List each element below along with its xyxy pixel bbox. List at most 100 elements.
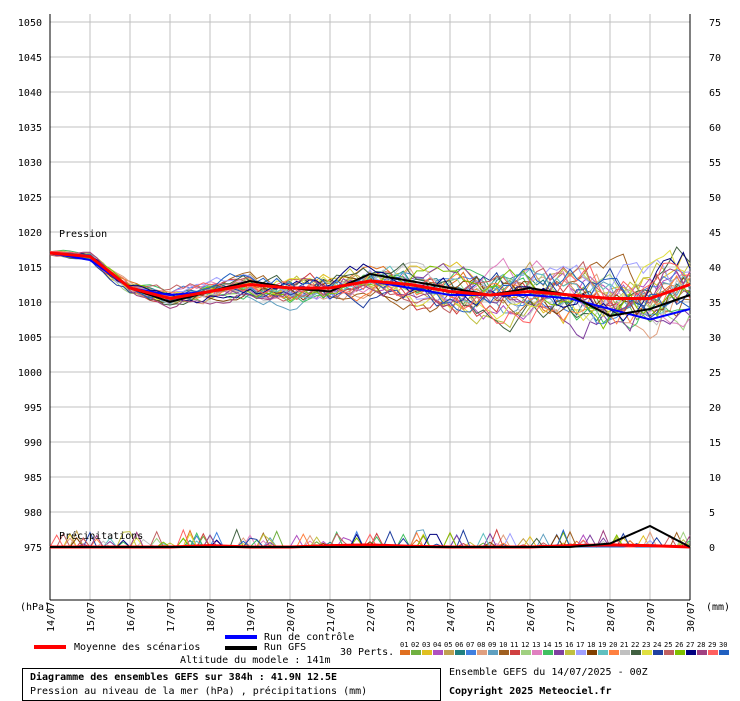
series-line	[49, 251, 691, 301]
pert-color-swatch	[521, 650, 531, 655]
precip-tick-label: 35	[709, 298, 721, 309]
right-unit-label: (mm)	[706, 602, 731, 613]
series-line	[49, 252, 691, 318]
x-tick-label: 23/07	[406, 602, 417, 632]
pert-number-label: 19	[598, 641, 607, 649]
perts-legend-label: 30 Perts.	[340, 647, 395, 658]
pressure-tick-label: 1000	[18, 368, 42, 379]
pert-number-label: 08	[477, 641, 486, 649]
pert-color-swatch	[411, 650, 421, 655]
pert-number-label: 12	[521, 641, 530, 649]
pressure-tick-label: 995	[24, 403, 42, 414]
pert-number-label: 26	[675, 641, 684, 649]
x-tick-label: 30/07	[686, 602, 697, 632]
x-tick-label: 26/07	[526, 602, 537, 632]
precip-tick-label: 20	[709, 403, 721, 414]
mean-legend-swatch	[34, 645, 66, 649]
pressure-label: Pression	[59, 229, 108, 240]
pert-number-label: 17	[576, 641, 585, 649]
pert-number-label: 04	[433, 641, 442, 649]
pert-color-swatch	[554, 650, 564, 655]
pressure-tick-label: 1040	[18, 88, 42, 99]
pert-number-label: 25	[664, 641, 673, 649]
x-tick-label: 16/07	[126, 602, 137, 632]
x-tick-label: 27/07	[566, 602, 577, 632]
precip-tick-label: 25	[709, 368, 721, 379]
pert-color-swatch	[587, 650, 597, 655]
pert-number-label: 02	[411, 641, 420, 649]
pressure-tick-label: 1020	[18, 228, 42, 239]
left-unit-label: (hPa)	[20, 602, 51, 613]
precip-tick-label: 15	[709, 438, 721, 449]
pert-number-label: 14	[543, 641, 552, 649]
x-tick-label: 25/07	[486, 602, 497, 632]
precip-tick-label: 75	[709, 18, 721, 29]
pressure-tick-label: 1035	[18, 123, 42, 134]
mean-legend-label: Moyenne des scénarios	[74, 642, 201, 653]
x-tick-label: 22/07	[366, 602, 377, 632]
precip-tick-label: 0	[709, 543, 715, 554]
footer-title: Diagramme des ensembles GEFS sur 384h : …	[30, 672, 338, 683]
pert-color-swatch	[719, 650, 729, 655]
pert-color-swatch	[543, 650, 553, 655]
pressure-tick-label: 1015	[18, 263, 42, 274]
x-tick-label: 28/07	[606, 602, 617, 632]
pressure-tick-label: 990	[24, 438, 42, 449]
pert-color-swatch	[422, 650, 432, 655]
pert-color-swatch	[609, 650, 619, 655]
x-tick-label: 19/07	[246, 602, 257, 632]
perturbation-line	[49, 250, 691, 313]
pert-number-label: 15	[554, 641, 563, 649]
pert-color-swatch	[565, 650, 575, 655]
pert-number-label: 07	[466, 641, 475, 649]
precip-tick-label: 5	[709, 508, 715, 519]
precip-tick-label: 65	[709, 88, 721, 99]
pert-color-swatch	[466, 650, 476, 655]
pressure-tick-label: 1025	[18, 193, 42, 204]
pert-color-swatch	[499, 650, 509, 655]
pert-number-label: 29	[708, 641, 717, 649]
pert-color-swatch	[620, 650, 630, 655]
control-legend-label: Run de contrôle	[264, 632, 355, 643]
precip-series-line	[50, 524, 691, 548]
pressure-tick-label: 975	[24, 543, 42, 554]
control-legend-swatch	[225, 635, 257, 639]
pert-number-label: 23	[642, 641, 651, 649]
pressure-tick-label: 1030	[18, 158, 42, 169]
x-tick-label: 21/07	[326, 602, 337, 632]
pert-number-label: 06	[455, 641, 464, 649]
pert-number-label: 24	[653, 641, 662, 649]
pressure-tick-label: 985	[24, 473, 42, 484]
pert-color-swatch	[510, 650, 520, 655]
x-tick-label: 29/07	[646, 602, 657, 632]
pert-number-label: 11	[510, 641, 519, 649]
pert-color-swatch	[686, 650, 696, 655]
pert-color-swatch	[697, 650, 707, 655]
perturbation-line	[49, 251, 691, 322]
precip-tick-label: 30	[709, 333, 721, 344]
pressure-tick-label: 980	[24, 508, 42, 519]
pert-color-swatch	[675, 650, 685, 655]
x-tick-label: 14/07	[46, 602, 57, 632]
pert-number-label: 22	[631, 641, 640, 649]
x-tick-label: 15/07	[86, 602, 97, 632]
pert-number-label: 18	[587, 641, 596, 649]
gfs-legend-swatch	[225, 646, 257, 650]
gfs-legend-label: Run GFS	[264, 642, 307, 653]
pert-color-swatch	[400, 650, 410, 655]
pressure-tick-label: 1010	[18, 298, 42, 309]
ensemble-label: Ensemble GEFS du 14/07/2025 - 00Z	[449, 667, 648, 678]
pert-color-swatch	[664, 650, 674, 655]
precip-label: Précipitations	[59, 531, 144, 542]
precip-tick-label: 60	[709, 123, 721, 134]
precip-tick-label: 50	[709, 193, 721, 204]
pert-color-swatch	[598, 650, 608, 655]
precip-tick-label: 55	[709, 158, 721, 169]
pert-number-label: 27	[686, 641, 695, 649]
pressure-tick-label: 1050	[18, 18, 42, 29]
copyright-label: Copyright 2025 Meteociel.fr	[449, 686, 612, 697]
pert-number-label: 21	[620, 641, 629, 649]
x-tick-label: 20/07	[286, 602, 297, 632]
pert-number-label: 13	[532, 641, 541, 649]
